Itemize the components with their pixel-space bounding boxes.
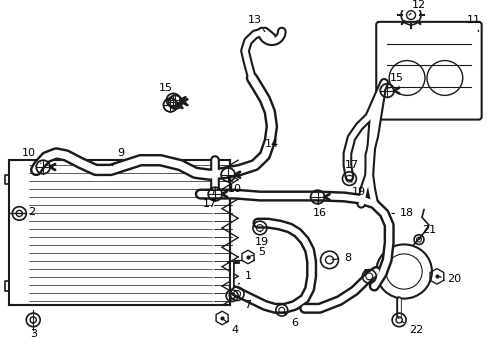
Text: 3: 3 <box>30 323 37 339</box>
FancyBboxPatch shape <box>376 22 482 120</box>
Text: 2: 2 <box>22 207 35 216</box>
Text: 13: 13 <box>248 15 265 32</box>
Text: 10: 10 <box>228 177 242 194</box>
Text: 8: 8 <box>332 253 351 263</box>
Text: 21: 21 <box>419 225 436 240</box>
Text: 14: 14 <box>260 139 279 153</box>
Text: 1: 1 <box>238 271 251 284</box>
Text: 18: 18 <box>392 208 414 219</box>
Text: 15: 15 <box>389 73 404 88</box>
Text: 5: 5 <box>250 247 266 257</box>
Text: 4: 4 <box>224 320 239 334</box>
Text: 12: 12 <box>409 0 426 15</box>
Text: 20: 20 <box>440 274 461 284</box>
Text: 15: 15 <box>158 83 172 98</box>
Text: 19: 19 <box>255 231 269 247</box>
Text: 6: 6 <box>284 312 298 328</box>
Text: 19: 19 <box>351 181 367 197</box>
Text: 10: 10 <box>22 148 41 163</box>
Text: 17: 17 <box>203 190 217 209</box>
Text: 17: 17 <box>344 160 359 176</box>
Bar <box>9 160 230 305</box>
Text: 16: 16 <box>313 202 326 219</box>
Text: 9: 9 <box>112 148 124 166</box>
Text: 22: 22 <box>401 321 423 334</box>
Text: 7: 7 <box>239 296 251 310</box>
Text: 11: 11 <box>466 15 481 32</box>
